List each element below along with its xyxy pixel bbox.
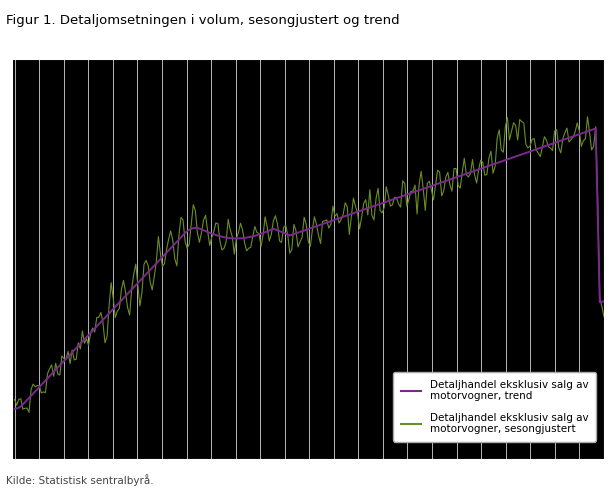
Legend: Detaljhandel eksklusiv salg av
motorvogner, trend, Detaljhandel eksklusiv salg a: Detaljhandel eksklusiv salg av motorvogn… [393, 372, 596, 442]
Text: Kilde: Statistisk sentralbyrå.: Kilde: Statistisk sentralbyrå. [6, 474, 154, 486]
Text: Figur 1. Detaljomsetningen i volum, sesongjustert og trend: Figur 1. Detaljomsetningen i volum, seso… [6, 14, 400, 27]
